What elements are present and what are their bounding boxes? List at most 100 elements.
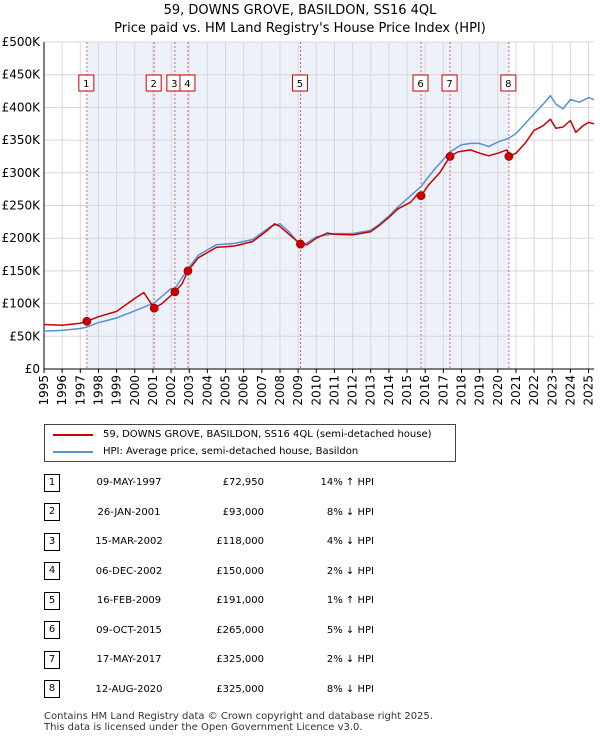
sale-hpi-diff-cell: 14% ↑ HPI (264, 468, 374, 498)
sale-hpi-diff: 8% ↓ HPI (326, 683, 374, 695)
sale-point (82, 316, 92, 326)
x-tick-label: 1996 (55, 375, 69, 406)
sale-date: 17-MAY-2017 (96, 654, 162, 666)
x-tick-label: 2021 (509, 375, 523, 406)
y-tick-label: £250K (2, 199, 42, 213)
x-tick-label: 1999 (110, 375, 124, 406)
x-tick-label: 2023 (545, 375, 559, 406)
x-tick-label: 2017 (436, 375, 450, 406)
x-tick-label: 2013 (364, 375, 378, 406)
x-tick-label: 2025 (582, 375, 596, 406)
sale-number-label: 4 (184, 79, 190, 90)
sale-hpi-diff: 2% ↓ HPI (326, 565, 374, 577)
sale-price-cell: £118,000 (174, 527, 264, 557)
y-tick-label: £350K (2, 133, 42, 147)
x-tick-label: 2024 (563, 375, 577, 406)
sale-hpi-diff: 5% ↓ HPI (326, 624, 374, 636)
x-tick-label: 2014 (382, 375, 396, 406)
sale-number: 7 (44, 650, 60, 669)
sale-date-cell: 09-MAY-1997 (84, 468, 174, 498)
sale-point (416, 191, 426, 201)
sale-number-box (412, 74, 429, 92)
x-tick-label: 2016 (418, 375, 432, 406)
sale-point (296, 239, 305, 249)
sale-price: £325,000 (216, 683, 264, 695)
sale-hpi-diff-cell: 2% ↓ HPI (264, 557, 374, 587)
table-row: 1 09-MAY-1997 £72,950 14% ↑ HPI (44, 468, 374, 498)
sale-hpi-diff: 2% ↓ HPI (326, 654, 374, 666)
x-tick-label: 2002 (164, 375, 178, 406)
y-tick-label: £300K (2, 166, 42, 180)
sale-number-cell: 7 (44, 645, 84, 675)
sale-number: 2 (44, 503, 60, 522)
sale-price: £265,000 (216, 624, 264, 636)
sale-point (504, 152, 514, 161)
sale-number-cell: 5 (44, 586, 84, 616)
x-tick-label: 2009 (291, 375, 305, 406)
sale-date: 16-FEB-2009 (96, 595, 162, 607)
sale-price-cell: £72,950 (174, 468, 264, 498)
table-row: 6 09-OCT-2015 £265,000 5% ↓ HPI (44, 616, 374, 646)
sale-date-cell: 09-OCT-2015 (84, 616, 174, 646)
legend-swatch-price (53, 434, 93, 436)
sale-hpi-diff-cell: 1% ↑ HPI (264, 586, 374, 616)
price-chart: £0 £50K £100K £150K £200K £250K £300K £350K £400… (2, 35, 596, 406)
sale-number-label: 6 (417, 79, 423, 90)
sale-number-cell: 4 (44, 557, 84, 587)
sale-price-cell: £93,000 (174, 498, 264, 528)
sale-number-cell: 3 (44, 527, 84, 557)
sale-number-cell: 2 (44, 498, 84, 528)
sale-number-label: 2 (150, 79, 156, 90)
table-row: 7 17-MAY-2017 £325,000 2% ↓ HPI (44, 645, 374, 675)
sale-date-cell: 26-JAN-2001 (84, 498, 174, 528)
x-tick-label: 2018 (454, 375, 468, 406)
sale-hpi-diff: 1% ↑ HPI (326, 595, 374, 607)
sale-number-box (179, 74, 196, 92)
sale-date-cell: 17-MAY-2017 (84, 645, 174, 675)
y-tick-label: £150K (2, 264, 42, 278)
sale-number-box (78, 74, 95, 92)
x-tick-label: 2003 (182, 375, 196, 406)
footer-licence: This data is licensed under the Open Gov… (44, 722, 363, 733)
x-tick-label: 2004 (200, 375, 214, 406)
y-tick-label: £500K (2, 35, 42, 49)
y-tick-label: £100K (2, 297, 42, 311)
x-tick-label: 2020 (491, 375, 505, 406)
sale-number-box (145, 74, 162, 92)
sales-table: 1 09-MAY-1997 £72,950 14% ↑ HPI 2 26-JAN-2001… (44, 468, 374, 704)
x-tick-label: 2001 (146, 375, 160, 406)
x-tick-label: 2007 (255, 375, 269, 406)
sale-price-cell: £265,000 (174, 616, 264, 646)
sale-date: 06-DEC-2002 (95, 565, 163, 577)
sale-hpi-diff: 4% ↓ HPI (326, 536, 374, 548)
sale-number-label: 8 (505, 79, 511, 90)
x-tick-label: 2010 (309, 375, 323, 406)
sale-date-cell: 16-FEB-2009 (84, 586, 174, 616)
table-row: 4 06-DEC-2002 £150,000 2% ↓ HPI (44, 557, 374, 587)
sale-hpi-diff-cell: 4% ↓ HPI (264, 527, 374, 557)
x-tick-label: 2008 (273, 375, 287, 406)
sale-hpi-diff-cell: 8% ↓ HPI (264, 498, 374, 528)
sale-number: 3 (44, 532, 60, 551)
sale-date: 12-AUG-2020 (95, 683, 163, 695)
sale-number-cell: 6 (44, 616, 84, 646)
sale-date-cell: 15-MAR-2002 (84, 527, 174, 557)
sale-number-label: 3 (171, 79, 177, 90)
sale-date: 15-MAR-2002 (95, 536, 163, 548)
chart-subtitle: Price paid vs. HM Land Registry's House … (114, 21, 486, 36)
x-tick-label: 1998 (91, 375, 105, 406)
sale-point (183, 266, 193, 276)
sale-number-cell: 1 (44, 468, 84, 498)
sale-number-box (500, 74, 517, 92)
sale-number: 1 (44, 473, 60, 492)
sale-hpi-diff-cell: 2% ↓ HPI (264, 645, 374, 675)
sale-hpi-diff: 8% ↓ HPI (326, 506, 374, 518)
sale-date: 09-OCT-2015 (96, 624, 162, 636)
sale-hpi-diff: 14% ↑ HPI (320, 477, 374, 489)
y-tick-label: £200K (2, 231, 42, 245)
footer: Contains HM Land Registry data © Crown c… (44, 711, 433, 733)
sale-point (149, 303, 159, 313)
chart-title: 59, DOWNS GROVE, BASILDON, SS16 4QL (163, 3, 437, 18)
sale-point (445, 152, 455, 161)
y-tick-label: £450K (2, 68, 42, 82)
